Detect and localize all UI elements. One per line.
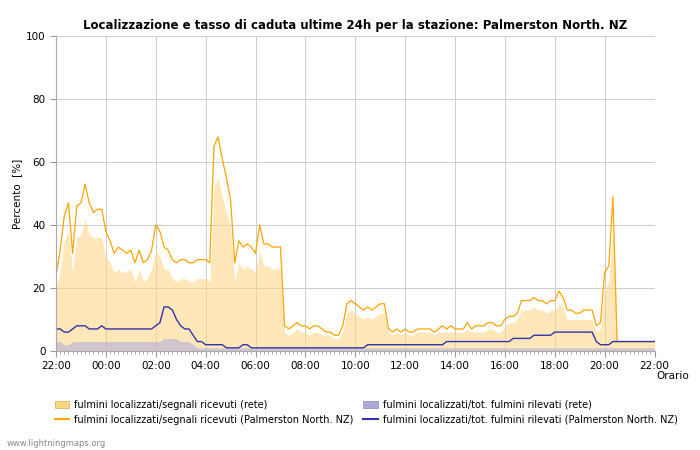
Title: Localizzazione e tasso di caduta ultime 24h per la stazione: Palmerston North. N: Localizzazione e tasso di caduta ultime … bbox=[83, 19, 627, 32]
Text: Orario: Orario bbox=[657, 371, 689, 381]
Y-axis label: Percento  [%]: Percento [%] bbox=[12, 158, 22, 229]
Text: www.lightningmaps.org: www.lightningmaps.org bbox=[7, 439, 106, 448]
Legend: fulmini localizzati/segnali ricevuti (rete), fulmini localizzati/segnali ricevut: fulmini localizzati/segnali ricevuti (re… bbox=[55, 400, 678, 425]
